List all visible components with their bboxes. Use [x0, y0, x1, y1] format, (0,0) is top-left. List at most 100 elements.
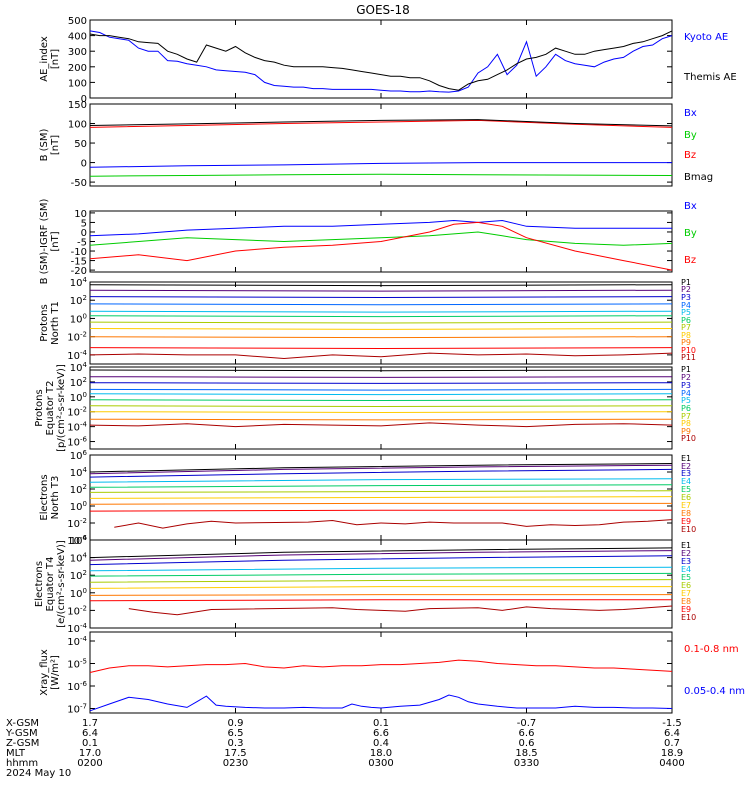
legend-label: P7 — [681, 323, 691, 332]
x-axis-value: 0400 — [659, 758, 684, 769]
y-tick-label: 0 — [81, 159, 87, 170]
series-line-p9 — [89, 418, 673, 421]
y-tick-label: 102 — [70, 569, 87, 582]
y-tick-label: -20 — [71, 266, 87, 277]
y-tick-label: 50 — [74, 139, 87, 150]
legend-label: P11 — [681, 353, 696, 362]
legend-label: E2 — [681, 549, 691, 558]
y-tick-label: 104 — [70, 552, 88, 565]
y-axis-label: B (SM) — [39, 128, 50, 161]
legend-label: 0.1-0.8 nm — [684, 644, 739, 655]
y-tick-label: 104 — [70, 466, 88, 479]
panel-ae: 500 400 300 200 100 0 AE_index [nT] Kyoto AE Them… — [39, 16, 737, 105]
y-tick-label: -10 — [71, 247, 87, 258]
legend-label: E9 — [681, 517, 691, 526]
series-line-e8 — [89, 502, 672, 505]
y-axis-label: Equator T4 — [45, 557, 56, 612]
series-line-0-1-0-8-nm — [89, 659, 673, 673]
series-line-p6 — [89, 399, 673, 402]
y-tick-label: 100 — [70, 587, 87, 600]
legend-label: E5 — [681, 573, 691, 582]
series-line-by — [89, 231, 673, 246]
x-axis-value: 17.5 — [224, 748, 246, 759]
series-line-e5 — [89, 572, 673, 577]
legend-label: P5 — [681, 308, 691, 317]
y-axis-label: [nT] — [50, 135, 61, 155]
x-axis-value: -1.5 — [662, 718, 682, 729]
series-line-p4 — [89, 303, 673, 306]
x-axis-value: 0.1 — [82, 738, 98, 749]
x-axis-value: 0.4 — [373, 738, 389, 749]
legend-label: E10 — [681, 613, 696, 622]
legend-label: Bz — [684, 255, 696, 266]
y-tick-label: 500 — [68, 16, 87, 27]
y-tick-label: 10-4 — [67, 635, 87, 648]
y-tick-label: 106 — [70, 449, 88, 462]
y-tick-label: 104 — [70, 361, 88, 374]
y-tick-label: -50 — [71, 178, 87, 189]
y-axis-label: [W/m²] — [50, 655, 61, 690]
legend-label: E8 — [681, 509, 691, 518]
y-tick-label: 300 — [68, 47, 87, 58]
panel-ee: 106 104 102 100 10-2 10-4 Electrons Equator T4[… — [34, 534, 696, 635]
y-tick-label: 104 — [70, 276, 88, 289]
x-axis-value: 0.3 — [228, 738, 244, 749]
y-tick-label: 150 — [68, 100, 87, 111]
series-line-p3 — [89, 382, 673, 384]
legend-label: P8 — [681, 331, 691, 340]
legend-label: E9 — [681, 605, 691, 614]
panel-frame — [89, 366, 673, 450]
series-line-e9 — [89, 599, 672, 602]
series-line-e3 — [89, 468, 673, 478]
legend-label: P1 — [681, 278, 691, 287]
series-line-0-05-0-4-nm — [89, 694, 673, 712]
y-axis-label: [nT] — [50, 231, 61, 251]
legend-label: 0.05-0.4 nm — [684, 686, 745, 697]
y-tick-label: 10-5 — [67, 658, 87, 671]
y-tick-label: 100 — [68, 78, 87, 89]
panel-frame — [89, 631, 673, 714]
y-tick-label: 10-4 — [67, 622, 87, 635]
y-axis-label: Electrons — [39, 474, 50, 520]
legend-label: P1 — [681, 365, 691, 374]
series-line-bx — [89, 219, 672, 237]
legend-label: Bmag — [684, 172, 713, 183]
series-line-p5 — [89, 393, 673, 396]
y-tick-label: 10-7 — [67, 703, 87, 716]
legend-label: By — [684, 130, 697, 141]
series-line-e2 — [89, 464, 673, 475]
legend-label: E3 — [681, 469, 691, 478]
y-axis-label: Electrons — [34, 561, 45, 607]
legend-label: E10 — [681, 525, 696, 534]
y-tick-label: 102 — [70, 483, 87, 496]
y-axis-label: Xray_flux — [39, 649, 50, 696]
legend-label: E1 — [681, 541, 691, 550]
series-line-p2 — [89, 376, 673, 378]
y-tick-label: 0 — [81, 228, 87, 239]
series-line-e10 — [114, 519, 673, 529]
y-tick-label: 102 — [70, 294, 87, 307]
series-line-bmag — [89, 119, 673, 127]
series-line-p10 — [89, 422, 673, 428]
series-line-themis-ae — [89, 30, 673, 91]
legend-label: Kyoto AE — [684, 32, 728, 43]
y-tick-label: 10-2 — [67, 517, 87, 530]
y-tick-label: 10-2 — [67, 406, 87, 419]
x-axis-value: 17.0 — [79, 748, 101, 759]
legend-label: Bz — [684, 150, 696, 161]
legend-label: E7 — [681, 501, 691, 510]
series-line-p2 — [89, 289, 673, 292]
series-line-e3 — [89, 555, 673, 566]
series-line-p8 — [89, 411, 673, 414]
series-line-e2 — [89, 550, 673, 561]
series-line-e10 — [128, 605, 673, 616]
series-line-bz — [89, 119, 673, 128]
y-tick-label: -5 — [77, 238, 87, 249]
legend-label: E6 — [681, 581, 691, 590]
legend-label: P4 — [681, 301, 691, 310]
x-row-label: X-GSM — [6, 718, 39, 729]
